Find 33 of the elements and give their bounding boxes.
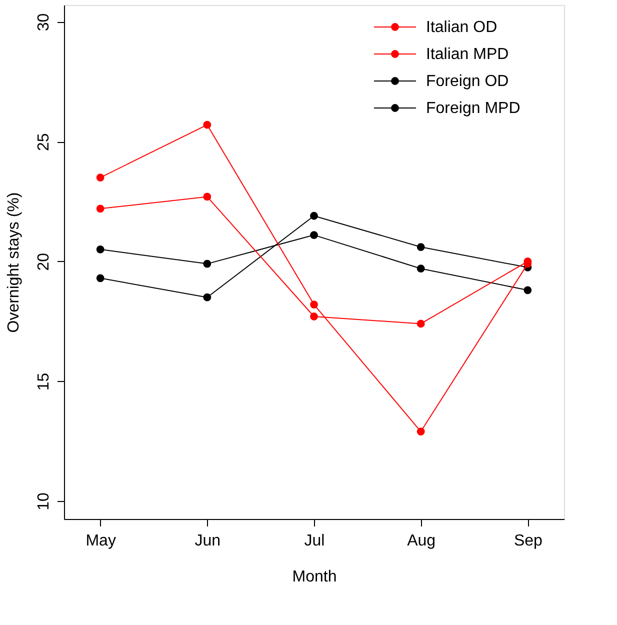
x-tick-label: May — [86, 532, 116, 550]
point — [203, 120, 212, 129]
y-tick-label: 30 — [36, 13, 52, 32]
y-tick-label: 25 — [36, 133, 52, 151]
x-tick-label: Sep — [514, 532, 543, 550]
point — [96, 245, 104, 254]
legend-label: Foreign OD — [426, 73, 509, 90]
y-tick-label: 10 — [36, 492, 52, 510]
point — [416, 243, 425, 251]
point — [416, 264, 425, 273]
point — [310, 231, 318, 239]
x-axis-title: Month — [292, 568, 337, 586]
x-tick-label: Jun — [194, 532, 221, 550]
point — [524, 286, 532, 294]
point — [203, 192, 212, 201]
legend-label: Italian MPD — [426, 46, 509, 63]
point — [96, 174, 104, 182]
point — [310, 312, 318, 320]
y-tick-label: 15 — [36, 372, 52, 391]
x-tick-label: Jul — [304, 532, 325, 550]
x-tick-label: Aug — [407, 532, 436, 550]
legend-label: Italian OD — [426, 19, 498, 36]
point — [203, 260, 212, 268]
y-tick-label: 20 — [36, 252, 52, 271]
point — [203, 293, 212, 302]
point — [96, 204, 104, 213]
point — [416, 320, 425, 328]
legend-label: Foreign MPD — [426, 100, 520, 117]
point — [310, 300, 318, 308]
y-axis-title: Overnight stays (%) — [6, 192, 22, 333]
point — [96, 274, 104, 282]
point — [310, 212, 318, 220]
point — [416, 428, 425, 436]
